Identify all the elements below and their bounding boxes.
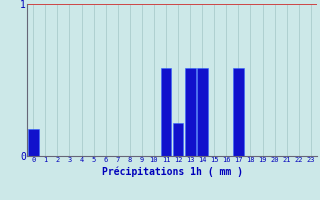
Bar	[172, 123, 183, 156]
Bar	[233, 68, 244, 156]
Bar	[28, 129, 39, 156]
Bar	[161, 68, 172, 156]
X-axis label: Précipitations 1h ( mm ): Précipitations 1h ( mm )	[101, 166, 243, 177]
Bar	[197, 68, 208, 156]
Bar	[185, 68, 196, 156]
